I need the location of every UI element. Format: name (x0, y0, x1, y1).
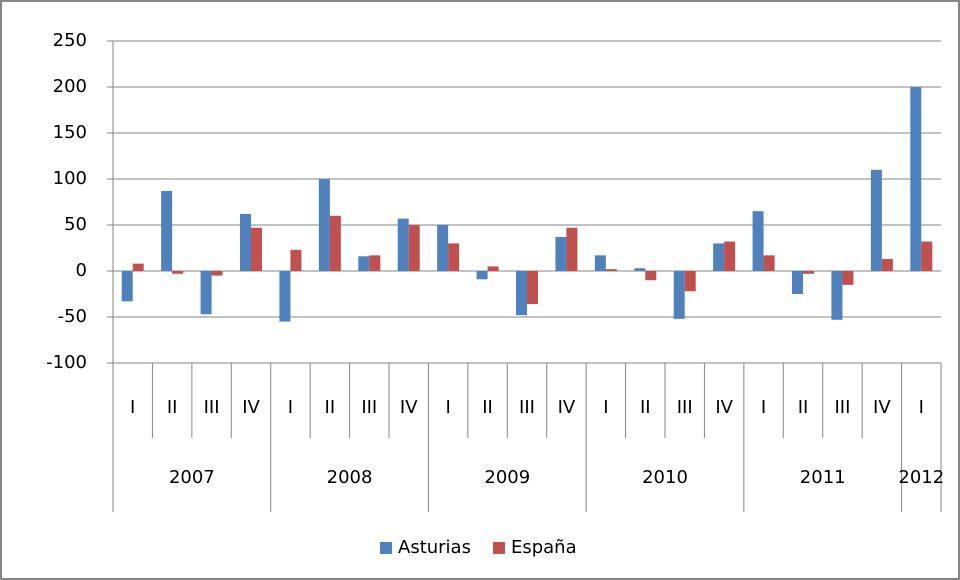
x-tick-label: IV (873, 397, 891, 418)
bar (752, 211, 764, 271)
x-tick-label: III (361, 397, 377, 418)
bar (566, 227, 578, 271)
y-tick-label: 150 (53, 122, 87, 143)
x-tick-label: I (130, 397, 135, 418)
y-tick-label: 200 (53, 76, 87, 97)
group-label: 2008 (327, 467, 373, 488)
legend-label: Asturias (398, 537, 471, 558)
y-tick-label: -50 (58, 306, 87, 327)
bar (673, 271, 685, 319)
bar (172, 271, 184, 274)
x-tick-label: I (919, 397, 924, 418)
x-tick-label: I (445, 397, 450, 418)
bar (397, 218, 409, 271)
bar (645, 271, 657, 281)
bar (527, 271, 538, 305)
bar (881, 259, 893, 271)
bar (803, 271, 814, 274)
bar (724, 241, 736, 271)
x-tick-label: II (640, 397, 651, 418)
bar (594, 255, 606, 271)
bar (121, 271, 133, 302)
x-tick-label: II (325, 397, 336, 418)
bar (408, 225, 420, 271)
bar (240, 213, 251, 271)
bar (921, 241, 933, 271)
group-label: 2012 (898, 467, 944, 488)
bar (358, 256, 370, 271)
bar (763, 255, 775, 271)
legend-swatch (380, 542, 392, 554)
x-tick-label: III (677, 397, 693, 418)
bar (516, 271, 527, 316)
bar (318, 179, 330, 271)
y-tick-label: 0 (76, 260, 87, 281)
bar (437, 225, 449, 271)
bar (369, 255, 381, 271)
x-tick-label: IV (715, 397, 733, 418)
y-tick-label: 100 (53, 168, 87, 189)
x-tick-label: III (834, 397, 850, 418)
x-tick-label: III (519, 397, 535, 418)
x-tick-label: I (761, 397, 766, 418)
bar (161, 190, 173, 271)
bar (792, 271, 803, 294)
x-tick-label: II (167, 397, 178, 418)
group-label: 2007 (169, 467, 215, 488)
group-label: 2010 (642, 467, 688, 488)
legend-swatch (492, 542, 505, 554)
bar (910, 87, 922, 271)
bar (555, 236, 567, 271)
bar (487, 266, 499, 271)
bar (684, 271, 696, 292)
bar (870, 169, 882, 271)
x-tick-label: III (204, 397, 220, 418)
y-tick-label: 50 (64, 214, 87, 235)
bar (448, 243, 460, 271)
x-tick-label: IV (400, 397, 418, 418)
x-tick-label: II (482, 397, 493, 418)
bar (211, 271, 223, 276)
x-tick-label: IV (558, 397, 576, 418)
x-tick-label: I (288, 397, 293, 418)
bar (605, 269, 617, 271)
x-tick-label: IV (242, 397, 260, 418)
bar (251, 227, 262, 271)
bar (831, 271, 843, 320)
group-label: 2011 (800, 467, 846, 488)
bar (713, 243, 725, 271)
group-label: 2009 (484, 467, 530, 488)
y-tick-label: 250 (53, 30, 87, 51)
legend-label: España (511, 537, 577, 558)
x-tick-label: I (603, 397, 608, 418)
y-tick-label: -100 (46, 352, 87, 373)
x-tick-label: II (798, 397, 809, 418)
bar (329, 215, 341, 271)
bar (290, 249, 302, 271)
bar (279, 271, 291, 322)
bar (200, 271, 212, 315)
bar (634, 268, 646, 271)
bar (476, 271, 488, 280)
bar (132, 263, 144, 271)
bar (842, 271, 854, 285)
